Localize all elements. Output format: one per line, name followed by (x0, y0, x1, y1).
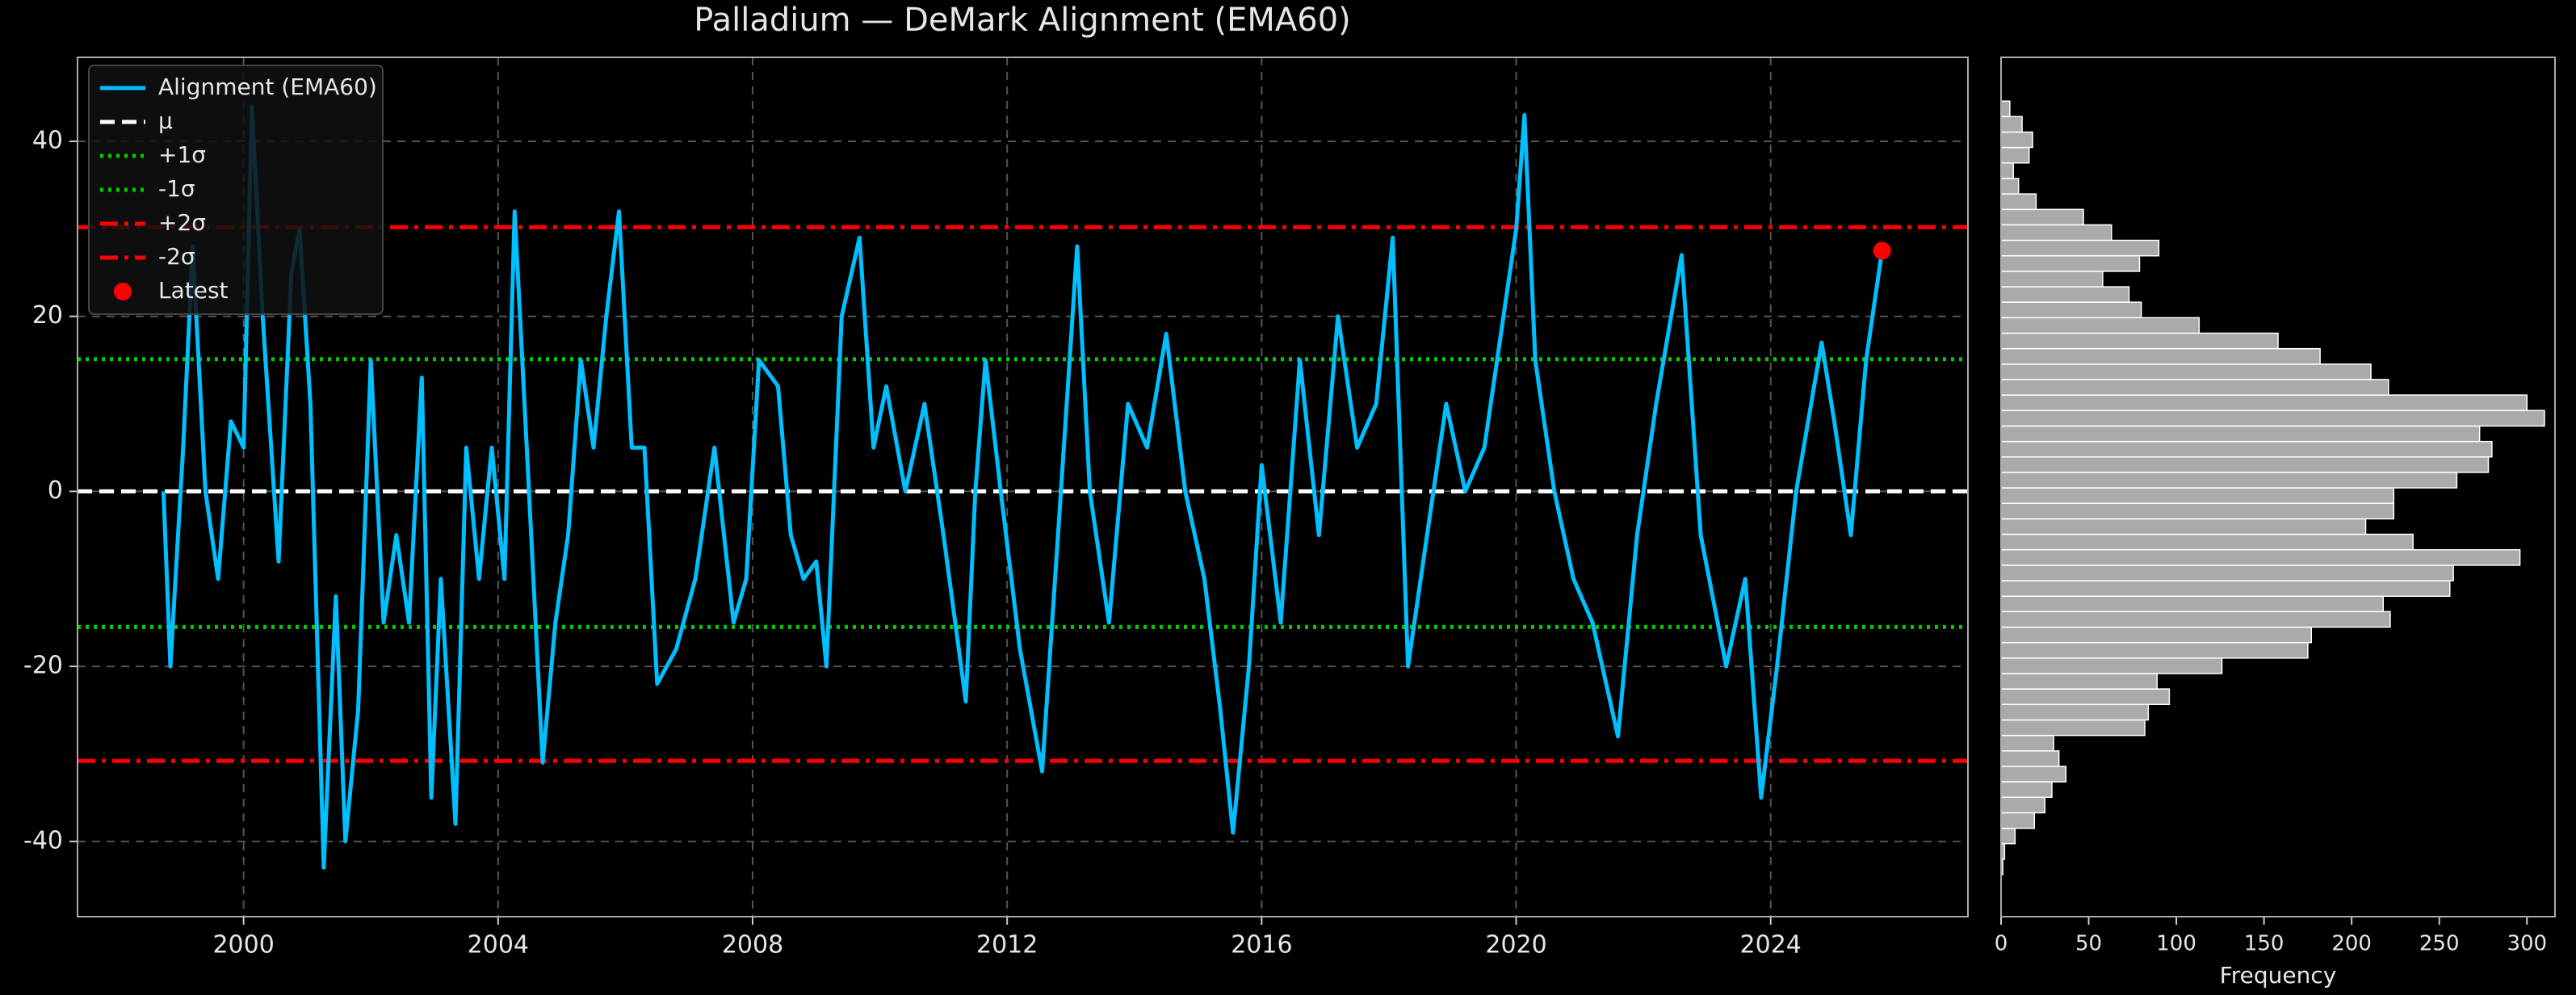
histogram-bar (2000, 657, 2223, 674)
histogram-bar (2000, 487, 2395, 505)
histogram-bar (2000, 626, 2312, 644)
histogram-bar (2000, 394, 2528, 412)
x-tick-label: 300 (2507, 932, 2547, 956)
histogram-bar (2000, 146, 2030, 164)
histogram-bar (2000, 379, 2389, 396)
histogram-bar (2000, 363, 2372, 380)
histogram-bar (2000, 193, 2037, 211)
histogram-bar (2000, 472, 2458, 489)
x-tick-label: 2004 (468, 931, 529, 959)
legend-box (88, 65, 384, 315)
histogram-bar (2000, 409, 2545, 427)
legend-handle (114, 283, 132, 300)
legend-label: Latest (158, 277, 229, 304)
x-tick-label: 2012 (976, 931, 1038, 959)
histogram-bar (2000, 239, 2160, 257)
histogram-bar (2000, 641, 2309, 659)
x-tick-label: 2020 (1485, 931, 1546, 959)
histogram-bar (2000, 766, 2067, 783)
legend-label: Alignment (EMA60) (158, 73, 377, 100)
histogram-bar (2000, 703, 2150, 721)
histogram-bar (2000, 548, 2521, 566)
histogram-bar (2000, 224, 2112, 241)
x-tick-label: 2016 (1231, 931, 1292, 959)
histogram-bar (2000, 688, 2171, 706)
legend-label: +1σ (158, 141, 206, 168)
legend-label: -1σ (158, 175, 195, 202)
x-tick-label: 2024 (1740, 931, 1802, 959)
histogram-bar (2000, 100, 2011, 118)
histogram-bar (2000, 115, 2023, 133)
histogram-bar (2000, 425, 2481, 443)
histogram-bar (2000, 750, 2060, 767)
x-tick-label: 2000 (212, 931, 274, 959)
histogram-bar (2000, 347, 2321, 365)
histogram-bar (2000, 781, 2053, 798)
histogram-bar (2000, 518, 2367, 535)
histogram-bar (2000, 162, 2014, 179)
histogram-bar (2000, 719, 2146, 737)
plot-frame (77, 57, 1969, 917)
histogram-bar (2000, 208, 2084, 226)
plot-frame (2000, 57, 2556, 917)
histogram-bar (2000, 595, 2385, 613)
y-tick-label: 0 (48, 477, 63, 505)
histogram-bar (2000, 812, 2035, 829)
y-tick-label: -20 (23, 652, 63, 680)
y-tick-label: 20 (32, 301, 63, 330)
x-tick-label: 250 (2419, 932, 2460, 956)
histogram-bar (2000, 734, 2054, 752)
x-tick-label: 150 (2244, 932, 2284, 956)
latest-point (1873, 241, 1891, 260)
histogram-bar (2000, 440, 2493, 458)
histogram-bar (2000, 271, 2104, 288)
histogram-bar (2000, 827, 2016, 845)
histogram-bar (2000, 131, 2033, 149)
x-axis-label: Frequency (2220, 962, 2337, 989)
histogram-bar (2000, 178, 2020, 195)
legend-label: μ (158, 107, 173, 134)
histogram-bar (2000, 332, 2279, 350)
histogram-bar (2000, 611, 2391, 628)
x-tick-label: 0 (1995, 932, 2008, 956)
histogram-bar (2000, 502, 2395, 520)
histogram-bar (2000, 580, 2451, 597)
chart-title: Palladium — DeMark Alignment (EMA60) (694, 2, 1351, 39)
x-tick-label: 2008 (722, 931, 783, 959)
x-tick-label: 100 (2156, 932, 2196, 956)
x-tick-label: 200 (2331, 932, 2372, 956)
histogram-bar (2000, 286, 2130, 303)
legend-label: -2σ (158, 243, 195, 270)
x-tick-label: 50 (2075, 932, 2102, 956)
y-tick-label: 40 (32, 127, 63, 155)
data-line (161, 104, 1885, 870)
histogram-bar (2000, 565, 2454, 581)
histogram-bar (2000, 254, 2141, 272)
y-tick-label: -40 (23, 826, 63, 854)
legend: Alignment (EMA60) μ +1σ -1σ +2σ -2σ Latest (88, 65, 384, 315)
histogram-bar (2000, 533, 2414, 551)
histogram-bar (2000, 301, 2142, 319)
histogram-bar (2000, 796, 2046, 814)
legend-label: +2σ (158, 209, 206, 236)
histogram-bar (2000, 456, 2490, 473)
histogram-bar (2000, 673, 2158, 690)
histogram-bar (2000, 317, 2201, 334)
